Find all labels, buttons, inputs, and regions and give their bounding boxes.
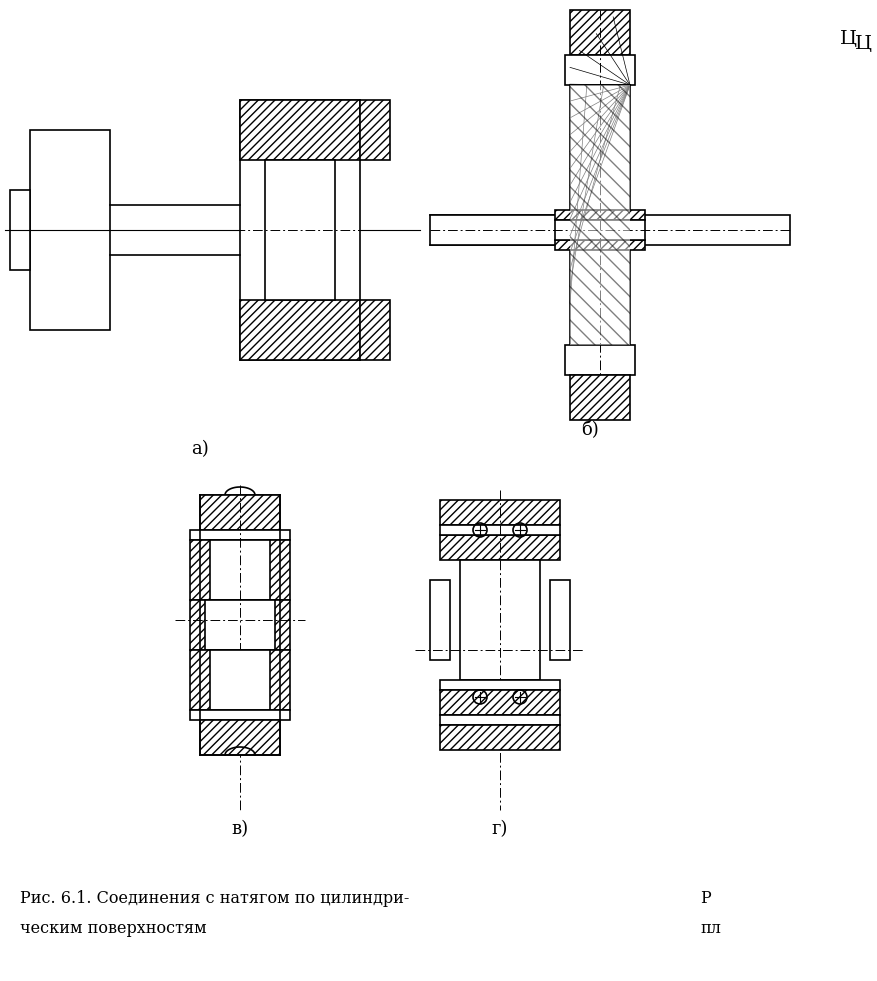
Bar [360,300,389,360]
Bar [189,530,289,540]
Bar [565,55,634,85]
Bar [439,690,560,715]
Bar [204,600,275,650]
Text: Рис. 6.1. Соединения с натягом по цилиндри-: Рис. 6.1. Соединения с натягом по цилинд… [20,890,409,907]
Bar [569,10,630,55]
Bar [430,580,450,660]
Bar [239,300,360,360]
Bar [439,500,560,525]
Bar [439,680,560,690]
Bar [200,495,280,530]
Bar [239,100,360,160]
Bar [439,525,560,535]
Bar [210,650,270,710]
Bar [610,215,789,245]
Bar [360,100,389,160]
Bar [569,85,630,345]
Bar [439,535,560,560]
Bar [569,375,630,420]
Text: г): г) [491,820,508,838]
Bar [189,650,289,710]
Text: а): а) [191,440,209,458]
Bar [189,710,289,720]
Bar [239,100,360,360]
Bar [189,540,289,600]
Bar [554,240,645,250]
Bar [210,540,270,600]
Bar [10,190,30,270]
Text: Р: Р [699,890,710,907]
Bar [554,210,645,220]
Bar [549,580,569,660]
Bar [569,85,630,345]
Bar [439,715,560,725]
Bar [200,720,280,755]
Text: ческим поверхностям: ческим поверхностям [20,920,206,937]
Text: б): б) [581,420,598,438]
Bar [189,600,289,650]
Bar [554,220,645,240]
Bar [265,160,335,300]
Text: Ц: Ц [854,35,871,53]
Text: пл: пл [699,920,720,937]
Bar [30,130,110,330]
Bar [430,215,589,245]
Bar [565,345,634,375]
Text: Ц: Ц [839,30,856,48]
Text: в): в) [232,820,248,838]
Bar [439,725,560,750]
Bar [460,560,539,680]
